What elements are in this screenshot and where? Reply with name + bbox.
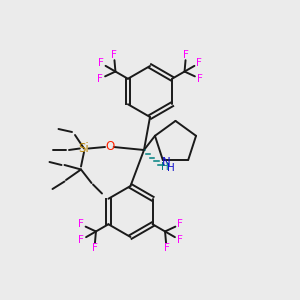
Text: F: F [111,50,117,60]
Text: F: F [164,243,169,253]
Text: O: O [105,140,114,153]
Text: F: F [79,235,84,245]
Text: F: F [183,50,189,60]
Text: F: F [197,74,203,84]
Text: H: H [167,164,175,173]
Text: H: H [161,161,169,172]
Text: F: F [196,58,202,68]
Text: N: N [162,156,171,169]
Text: F: F [177,219,183,230]
Text: F: F [98,58,104,68]
Text: F: F [97,74,103,84]
Text: F: F [78,219,84,230]
Text: Si: Si [79,142,89,155]
Text: F: F [177,235,182,245]
Text: F: F [92,243,98,253]
